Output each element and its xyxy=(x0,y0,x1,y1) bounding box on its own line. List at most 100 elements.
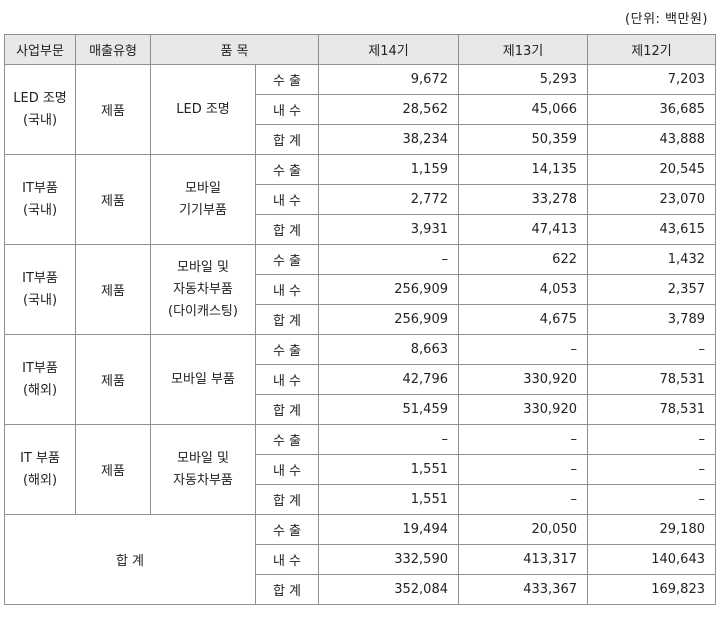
row-label: 수 출 xyxy=(255,334,319,365)
value-cell: 1,551 xyxy=(318,454,459,485)
division-cell: IT부품 (해외) xyxy=(4,334,76,425)
value-cell: 23,070 xyxy=(587,184,716,215)
row-label: 합 계 xyxy=(255,484,319,515)
value-cell: – xyxy=(458,424,588,455)
table-row: 내 수 256,909 4,053 2,357 xyxy=(5,274,716,305)
row-label: 수 출 xyxy=(255,514,319,545)
division-label: IT부품 xyxy=(22,180,58,196)
total-value-cell: 413,317 xyxy=(458,544,588,575)
value-cell: 7,203 xyxy=(587,64,716,95)
value-cell: 50,359 xyxy=(458,124,588,155)
item-label: 모바일 xyxy=(185,180,221,196)
value-cell: 1,432 xyxy=(587,244,716,275)
header-period-14: 제14기 xyxy=(318,34,459,65)
item-cell: 모바일 부품 xyxy=(150,334,256,425)
row-label: 합 계 xyxy=(255,394,319,425)
division-label: (국내) xyxy=(22,202,58,218)
row-label: 합 계 xyxy=(255,574,319,605)
value-cell: – xyxy=(587,424,716,455)
header-row: 사업부문 매출유형 품 목 제14기 제13기 제12기 xyxy=(4,34,716,65)
total-value-cell: 352,084 xyxy=(318,574,459,605)
value-cell: 330,920 xyxy=(458,394,588,425)
value-cell: 36,685 xyxy=(587,94,716,125)
value-cell: 4,053 xyxy=(458,274,588,305)
value-cell: – xyxy=(318,244,459,275)
row-label: 내 수 xyxy=(255,454,319,485)
division-cell: IT부품 (국내) xyxy=(4,154,76,245)
header-period-12: 제12기 xyxy=(587,34,716,65)
division-label: (해외) xyxy=(22,382,58,398)
table-row: IT부품 (국내) 제품 모바일 기기부품 수 출 1,159 14,135 20,545 xyxy=(4,154,716,245)
item-label: 모바일 및 xyxy=(177,450,229,466)
total-value-cell: 20,050 xyxy=(458,514,588,545)
division-cell: LED 조명 (국내) xyxy=(4,64,76,155)
table-row: 합 계 1,551– – xyxy=(5,484,716,515)
division-label: (국내) xyxy=(22,292,58,308)
division-label: (해외) xyxy=(22,472,58,488)
value-cell: 622 xyxy=(458,244,588,275)
value-cell: – xyxy=(587,334,716,365)
value-cell: 5,293 xyxy=(458,64,588,95)
header-period-13: 제13기 xyxy=(458,34,588,65)
unit-note: (단위: 백만원) xyxy=(625,12,708,27)
total-label: 합 계 xyxy=(4,514,256,605)
sales-type-cell: 제품 xyxy=(75,424,151,515)
header-item: 품 목 xyxy=(150,34,319,65)
total-value-cell: 332,590 xyxy=(318,544,459,575)
value-cell: – xyxy=(587,484,716,515)
row-label: 내 수 xyxy=(255,274,319,305)
value-cell: 42,796 xyxy=(318,364,459,395)
row-label: 수 출 xyxy=(255,64,319,95)
value-cell: 14,135 xyxy=(458,154,588,185)
value-cell: – xyxy=(458,334,588,365)
value-cell: 20,545 xyxy=(587,154,716,185)
value-cell: – xyxy=(587,454,716,485)
row-label: 수 출 xyxy=(255,424,319,455)
item-label: LED 조명 xyxy=(176,101,230,117)
value-cell: 1,551 xyxy=(318,484,459,515)
total-value-cell: 140,643 xyxy=(587,544,716,575)
value-cell: 43,615 xyxy=(587,214,716,245)
table-row: 합 계 51,459 330,920 78,531 xyxy=(5,394,716,425)
value-cell: 28,562 xyxy=(318,94,459,125)
item-label: 자동차부품 xyxy=(173,472,233,488)
row-label: 합 계 xyxy=(255,124,319,155)
division-label: IT부품 xyxy=(22,270,58,286)
value-cell: 2,772 xyxy=(318,184,459,215)
value-cell: 47,413 xyxy=(458,214,588,245)
division-cell: IT부품 (국내) xyxy=(4,244,76,335)
item-label: 모바일 부품 xyxy=(171,371,235,387)
value-cell: 43,888 xyxy=(587,124,716,155)
table-row: IT부품 (해외) 제품 모바일 부품 수 출 8,663– – xyxy=(4,334,716,425)
total-value-cell: 169,823 xyxy=(587,574,716,605)
row-label: 내 수 xyxy=(255,544,319,575)
table-row: LED 조명 (국내) 제품 LED 조명 수 출 9,672 5,293 7,203 xyxy=(4,64,716,155)
division-cell: IT 부품 (해외) xyxy=(4,424,76,515)
value-cell: 51,459 xyxy=(318,394,459,425)
item-label: 자동차부품 xyxy=(173,281,233,297)
value-cell: 256,909 xyxy=(318,304,459,335)
table-row: IT부품 (국내) 제품 모바일 및 자동차부품 (다이캐스팅) 수 출 –622 1,432 xyxy=(4,244,716,335)
value-cell: 78,531 xyxy=(587,394,716,425)
value-cell: 256,909 xyxy=(318,274,459,305)
sales-type-cell: 제품 xyxy=(75,244,151,335)
item-cell: 모바일 및 자동차부품 (다이캐스팅) xyxy=(150,244,256,335)
value-cell: – xyxy=(318,424,459,455)
header-sales-type: 매출유형 xyxy=(75,34,151,65)
row-label: 합 계 xyxy=(255,214,319,245)
table-row: 내 수 2,772 33,278 23,070 xyxy=(5,184,716,215)
value-cell: 3,789 xyxy=(587,304,716,335)
item-label: 기기부품 xyxy=(179,202,227,218)
item-cell: LED 조명 xyxy=(150,64,256,155)
row-label: 내 수 xyxy=(255,94,319,125)
total-row: 내 수 332,590 413,317 140,643 xyxy=(5,544,716,575)
row-label: 내 수 xyxy=(255,184,319,215)
sales-type-cell: 제품 xyxy=(75,64,151,155)
table-row: IT 부품 (해외) 제품 모바일 및 자동차부품 수 출 – – – xyxy=(4,424,716,515)
value-cell: 8,663 xyxy=(318,334,459,365)
division-label: (국내) xyxy=(22,112,58,128)
